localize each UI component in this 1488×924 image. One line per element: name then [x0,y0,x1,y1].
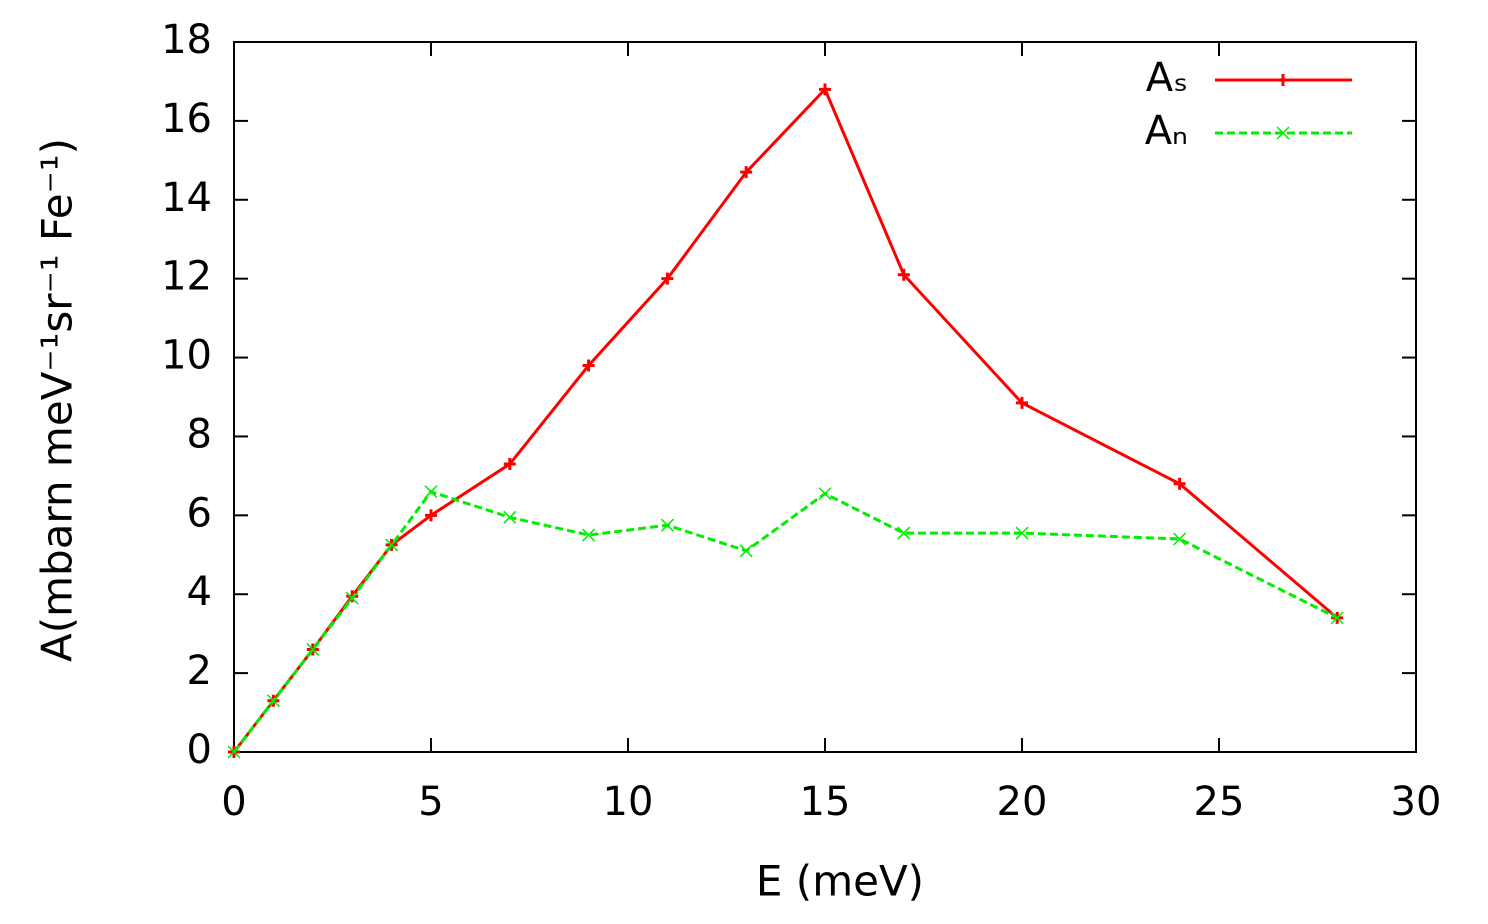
data-point [819,83,831,96]
plot-frame [233,41,1417,753]
data-point [503,458,516,471]
y-tick-label: 4 [187,569,212,615]
data-point [1015,526,1029,540]
y-tick-label: 12 [161,254,212,300]
y-tick-label: 16 [161,96,212,142]
x-tick-label: 20 [997,779,1048,825]
x-tick-label: 15 [800,779,851,825]
y-tick-label: 14 [161,175,212,221]
x-tick-label: 30 [1391,779,1442,825]
x-axis-title: E (meV) [756,857,924,906]
legend-marker [1276,126,1290,140]
data-point [1173,532,1187,546]
data-point [582,528,596,542]
data-point [661,272,674,285]
x-tick-label: 25 [1194,779,1245,825]
data-point [266,694,280,708]
data-point [660,518,674,532]
x-tick-label: 0 [221,779,246,825]
series-line [232,86,1339,753]
series-line [232,489,1338,753]
data-point [897,268,910,281]
legend-label: Aₙ [1145,108,1188,154]
data-point [503,510,517,524]
data-point [1330,611,1344,625]
y-tick-label: 6 [187,490,212,536]
y-tick-label: 8 [187,411,212,457]
data-point [739,544,753,558]
data-point [227,745,241,759]
data-point [897,526,911,540]
y-tick-label: 0 [187,727,212,773]
data-point [582,359,595,372]
data-point [424,485,438,499]
data-point [306,642,320,656]
data-point [385,538,399,552]
data-point [425,509,437,522]
y-tick-label: 2 [187,648,212,694]
data-point [1016,396,1028,409]
legend-label: Aₛ [1146,55,1188,101]
data-point [345,591,359,605]
x-tick-label: 10 [603,779,654,825]
y-tick-label: 10 [161,333,212,379]
x-tick-label: 5 [418,779,443,825]
y-tick-label: 18 [161,17,212,63]
y-axis-title: A(mbarn meV⁻¹sr⁻¹ Fe⁻¹) [33,138,82,662]
data-point [740,166,753,179]
legend-marker [1277,74,1289,86]
data-point [818,487,832,501]
data-point [1173,477,1186,490]
